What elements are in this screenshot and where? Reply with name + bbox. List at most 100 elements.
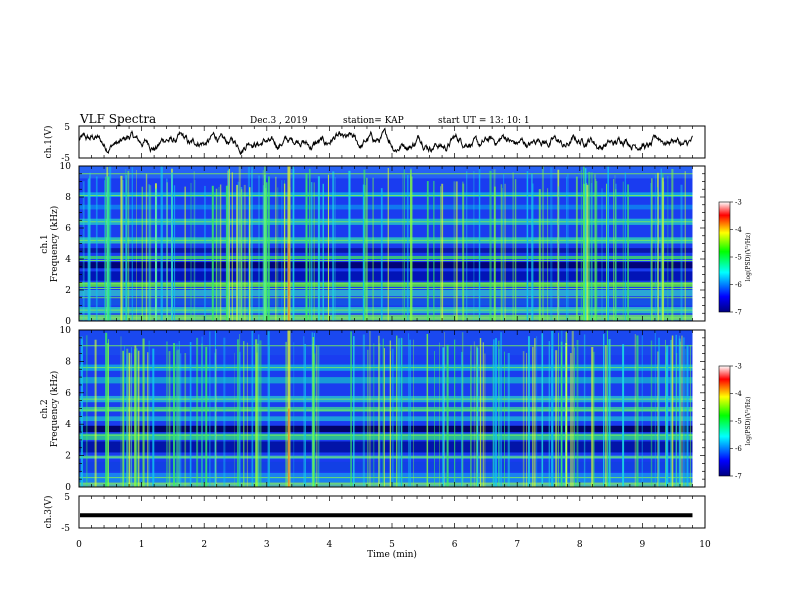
sferic-streak bbox=[470, 351, 471, 487]
frequency-tick-label: 4 bbox=[65, 420, 71, 430]
sferic-streak bbox=[322, 183, 324, 321]
time-axis-label: Time (min) bbox=[367, 549, 417, 560]
sferic-streak bbox=[654, 330, 656, 487]
sferic-streak bbox=[236, 184, 238, 321]
spectrogram-ch1-ytick-labels: 0 2 4 6 8 10 bbox=[60, 162, 72, 327]
sferic-streak bbox=[654, 174, 657, 321]
sferic-streak bbox=[586, 184, 589, 321]
sferic-streak bbox=[408, 333, 409, 487]
sferic-streak bbox=[454, 339, 456, 487]
sferic-streak bbox=[218, 187, 220, 321]
sferic-streak bbox=[142, 338, 145, 487]
sferic-streak bbox=[603, 333, 605, 487]
sferic-streak bbox=[686, 344, 689, 487]
sferic-streak bbox=[473, 171, 475, 321]
sferic-streak bbox=[246, 342, 248, 487]
sferic-streak bbox=[608, 339, 611, 487]
sferic-streak bbox=[555, 350, 558, 487]
sferic-streak bbox=[606, 330, 608, 487]
sferic-streak bbox=[634, 334, 636, 487]
sferic-streak bbox=[676, 353, 678, 487]
sferic-streak bbox=[178, 341, 180, 487]
sferic-event-core bbox=[288, 408, 290, 487]
sferic-streak bbox=[594, 174, 596, 321]
sferic-streak bbox=[512, 172, 514, 321]
sferic-streak bbox=[173, 343, 176, 487]
sferic-streak bbox=[453, 181, 455, 321]
sferic-streak bbox=[177, 349, 180, 487]
sferic-streak bbox=[214, 330, 216, 487]
sferic-streak bbox=[684, 348, 686, 487]
sferic-streak bbox=[264, 166, 266, 321]
time-tick-label: 8 bbox=[577, 540, 583, 550]
colorbar-tick-label: -4 bbox=[735, 226, 742, 234]
sferic-streak bbox=[576, 340, 579, 487]
time-tick-label: 3 bbox=[264, 540, 270, 550]
sferic-streak bbox=[495, 338, 497, 487]
sferic-streak bbox=[367, 349, 369, 487]
spectrogram-band bbox=[79, 330, 693, 356]
sferic-streak bbox=[675, 334, 677, 487]
time-tick-label: 5 bbox=[389, 540, 395, 550]
sferic-streak bbox=[444, 332, 445, 487]
sferic-streak bbox=[489, 170, 492, 321]
sferic-streak bbox=[281, 180, 283, 321]
colorbar-tick-label: -6 bbox=[735, 445, 742, 453]
waveform-ch1-ticks bbox=[78, 125, 706, 159]
sferic-streak bbox=[391, 348, 394, 487]
sferic-streak bbox=[601, 188, 603, 321]
spectrogram-ch1-ylabel: Frequency (kHz) bbox=[49, 206, 60, 283]
colorbar-tick-label: -7 bbox=[735, 309, 742, 317]
sferic-streak bbox=[615, 189, 617, 321]
sferic-streak bbox=[265, 182, 268, 321]
frequency-tick-label: 4 bbox=[65, 255, 71, 265]
spectrogram-ch1-channel-label: ch.1 bbox=[40, 234, 50, 253]
sferic-streak bbox=[293, 342, 295, 487]
spectrogram-band bbox=[79, 255, 693, 259]
sferic-streak bbox=[332, 171, 335, 321]
sferic-streak bbox=[137, 350, 140, 487]
colorbar-tick-label: -5 bbox=[735, 418, 742, 426]
sferic-streak bbox=[400, 337, 402, 487]
sferic-streak bbox=[313, 353, 316, 487]
sferic-streak bbox=[120, 175, 123, 321]
sferic-streak bbox=[380, 188, 383, 321]
sferic-streak bbox=[258, 175, 260, 321]
sferic-streak bbox=[109, 166, 112, 321]
sferic-streak bbox=[317, 176, 320, 321]
sferic-streak bbox=[131, 353, 133, 487]
colorbar-ch1-label: log(PSD)(V²/Hz) bbox=[745, 233, 752, 282]
time-axis-tick-labels: 0 1 2 3 4 5 6 7 8 9 10 bbox=[76, 540, 711, 550]
sferic-streak bbox=[228, 168, 230, 321]
sferic-streak bbox=[651, 178, 653, 321]
spectrogram-band bbox=[79, 271, 693, 281]
sferic-streak bbox=[522, 351, 525, 487]
sferic-streak bbox=[622, 344, 624, 487]
sferic-streak bbox=[204, 185, 206, 321]
colorbar-tick-label: -7 bbox=[735, 473, 742, 481]
sferic-streak bbox=[148, 340, 150, 487]
sferic-streak bbox=[312, 337, 314, 487]
sferic-streak bbox=[238, 166, 241, 321]
spectrogram-ch2-channel-label: ch.2 bbox=[40, 399, 50, 418]
frequency-tick-label: 2 bbox=[65, 286, 71, 296]
sferic-streak bbox=[538, 189, 541, 321]
colorbar-ch2-gradient bbox=[718, 365, 731, 477]
sferic-streak bbox=[484, 353, 486, 487]
sferic-streak bbox=[558, 186, 560, 321]
sferic-streak bbox=[665, 352, 668, 487]
sferic-streak bbox=[566, 173, 569, 321]
frequency-tick-label: 6 bbox=[65, 389, 71, 399]
sferic-streak bbox=[247, 166, 250, 321]
sferic-streak bbox=[131, 347, 132, 487]
frequency-tick-label: 10 bbox=[60, 326, 72, 336]
colorbar-tick-label: -3 bbox=[735, 363, 742, 371]
sferic-streak bbox=[622, 181, 624, 321]
ch3-ytick-bottom: -5 bbox=[61, 524, 70, 534]
sferic-streak bbox=[256, 352, 258, 487]
time-tick-label: 4 bbox=[327, 540, 333, 550]
sferic-streak bbox=[369, 331, 371, 487]
spectrogram-band bbox=[79, 441, 693, 453]
sferic-streak bbox=[305, 179, 308, 321]
